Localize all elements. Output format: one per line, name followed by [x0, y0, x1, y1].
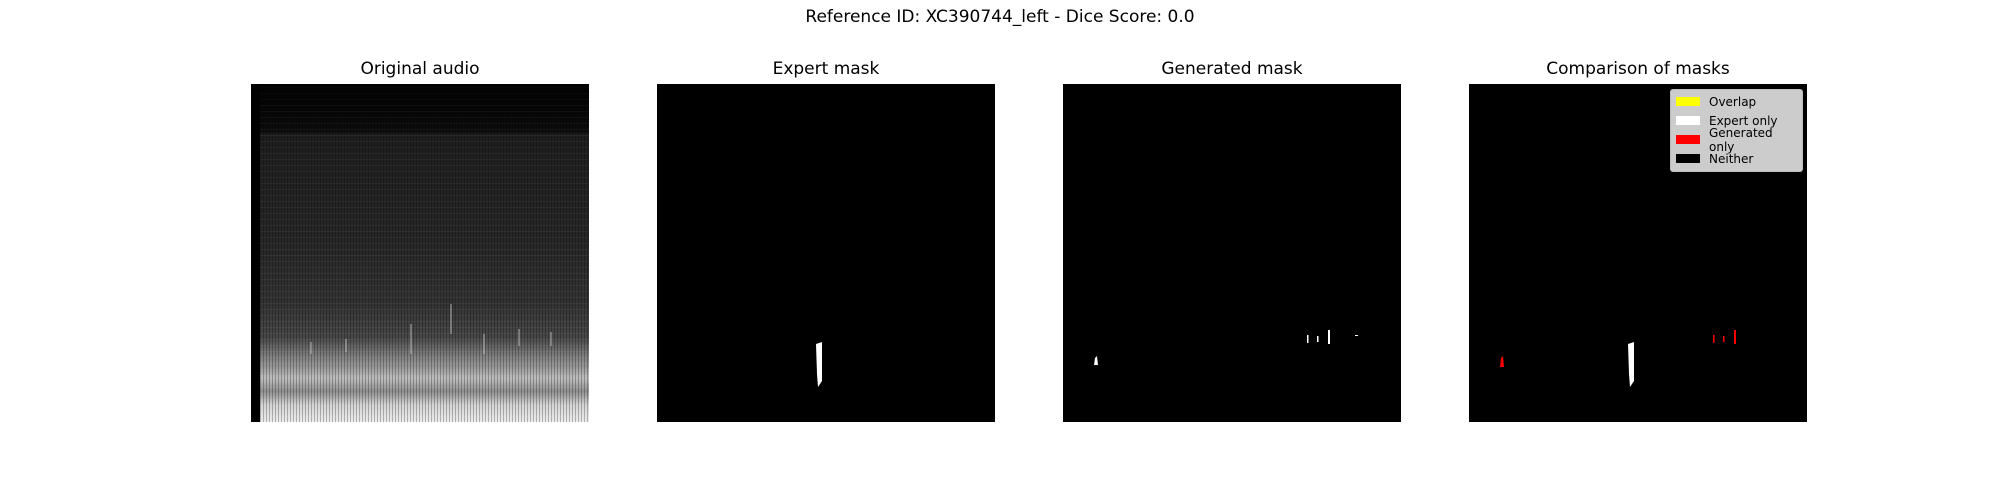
- neither-swatch: [1676, 154, 1700, 163]
- expert-mask-graphic: [816, 342, 822, 387]
- expert-mask-region: [816, 342, 822, 387]
- expert-only-swatch: [1676, 116, 1700, 125]
- legend-label: Generated only: [1709, 125, 1773, 154]
- spectrogram-graphic: [251, 84, 589, 422]
- generated-only-region: [1713, 335, 1715, 343]
- legend: Overlap Expert only Generated only Neith…: [1670, 89, 1803, 172]
- overlap-swatch: [1676, 97, 1700, 106]
- generated-mask-graphic: [1094, 330, 1358, 365]
- expert-mask-image: [657, 84, 995, 422]
- generated-mask-title: Generated mask: [1161, 59, 1303, 79]
- legend-item-overlap: Overlap: [1676, 92, 1796, 111]
- legend-item-neither: Neither: [1676, 149, 1796, 168]
- generated-mask-region: [1317, 336, 1319, 342]
- spectrogram-image: [251, 84, 589, 422]
- spectrogram-streaks: [310, 304, 552, 354]
- comparison-title: Comparison of masks: [1546, 59, 1730, 79]
- generated-only-region: [1723, 336, 1725, 342]
- expert-mask-title: Expert mask: [772, 59, 880, 79]
- original-audio-title: Original audio: [360, 59, 480, 79]
- generated-mask-region: [1355, 335, 1358, 336]
- figure-title: Reference ID: XC390744_left - Dice Score…: [805, 7, 1195, 27]
- generated-mask-region: [1328, 330, 1330, 344]
- generated-mask-region: [1307, 335, 1309, 343]
- expert-only-region: [1628, 342, 1634, 387]
- legend-label: Neither: [1709, 151, 1754, 166]
- generated-mask-image: [1063, 84, 1401, 422]
- generated-only-region: [1734, 330, 1736, 344]
- comparison-image: Overlap Expert only Generated only Neith…: [1469, 84, 1807, 422]
- generated-mask-region: [1094, 356, 1098, 365]
- generated-only-region: [1500, 356, 1504, 367]
- comparison-graphic: [1500, 330, 1736, 387]
- legend-item-expert-only: Expert only: [1676, 111, 1796, 130]
- legend-label: Overlap: [1709, 94, 1757, 109]
- legend-item-generated-only: Generated only: [1676, 126, 1796, 154]
- legend-label: Expert only: [1709, 113, 1778, 128]
- generated-only-swatch: [1676, 135, 1700, 144]
